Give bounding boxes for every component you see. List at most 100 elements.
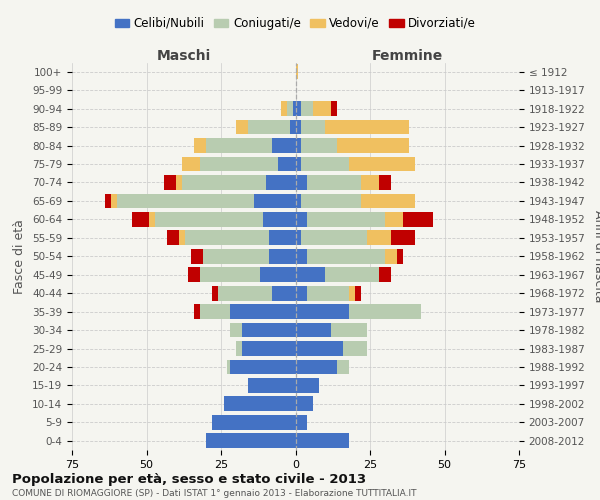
Bar bbox=[200, 156, 278, 172]
Bar bbox=[307, 212, 385, 226]
Bar bbox=[325, 120, 409, 134]
Bar bbox=[296, 175, 307, 190]
Bar bbox=[313, 101, 331, 116]
Bar bbox=[116, 194, 254, 208]
Bar bbox=[194, 138, 206, 153]
Bar bbox=[131, 212, 149, 226]
Bar bbox=[301, 120, 325, 134]
Bar bbox=[248, 120, 290, 134]
Bar bbox=[301, 138, 337, 153]
Bar bbox=[269, 249, 296, 264]
Bar bbox=[391, 230, 415, 245]
Bar bbox=[296, 156, 301, 172]
Bar bbox=[296, 212, 307, 226]
Bar bbox=[301, 194, 361, 208]
Bar bbox=[230, 360, 296, 374]
Bar bbox=[293, 101, 296, 116]
Bar bbox=[331, 101, 337, 116]
Bar bbox=[191, 249, 203, 264]
Bar bbox=[272, 138, 296, 153]
Bar bbox=[301, 156, 349, 172]
Bar bbox=[236, 120, 248, 134]
Bar bbox=[230, 304, 296, 319]
Bar bbox=[260, 268, 296, 282]
Bar bbox=[331, 322, 367, 338]
Bar bbox=[266, 175, 296, 190]
Bar bbox=[212, 415, 296, 430]
Bar bbox=[337, 360, 349, 374]
Bar bbox=[269, 230, 296, 245]
Y-axis label: Anni di nascita: Anni di nascita bbox=[592, 210, 600, 302]
Bar bbox=[349, 286, 355, 300]
Bar bbox=[278, 156, 296, 172]
Bar bbox=[182, 156, 200, 172]
Bar bbox=[281, 101, 287, 116]
Bar bbox=[296, 194, 301, 208]
Bar bbox=[296, 286, 307, 300]
Bar bbox=[105, 194, 111, 208]
Bar bbox=[155, 212, 263, 226]
Bar bbox=[296, 415, 307, 430]
Bar bbox=[200, 304, 230, 319]
Bar bbox=[296, 304, 349, 319]
Bar bbox=[307, 175, 361, 190]
Bar bbox=[290, 120, 296, 134]
Bar bbox=[349, 304, 421, 319]
Bar bbox=[379, 175, 391, 190]
Bar bbox=[361, 175, 379, 190]
Legend: Celibi/Nubili, Coniugati/e, Vedovi/e, Divorziati/e: Celibi/Nubili, Coniugati/e, Vedovi/e, Di… bbox=[110, 12, 481, 34]
Bar bbox=[296, 268, 325, 282]
Bar bbox=[361, 194, 415, 208]
Bar bbox=[164, 175, 176, 190]
Bar bbox=[296, 360, 337, 374]
Bar bbox=[296, 120, 301, 134]
Bar bbox=[301, 230, 367, 245]
Bar bbox=[188, 268, 200, 282]
Bar bbox=[227, 360, 230, 374]
Bar bbox=[194, 304, 200, 319]
Bar bbox=[218, 286, 272, 300]
Bar bbox=[203, 249, 269, 264]
Text: Femmine: Femmine bbox=[371, 48, 443, 62]
Bar bbox=[355, 286, 361, 300]
Y-axis label: Fasce di età: Fasce di età bbox=[13, 219, 26, 294]
Bar bbox=[242, 322, 296, 338]
Bar bbox=[230, 322, 242, 338]
Bar bbox=[307, 249, 385, 264]
Bar bbox=[296, 230, 301, 245]
Bar bbox=[287, 101, 293, 116]
Bar bbox=[296, 341, 343, 356]
Bar bbox=[296, 138, 301, 153]
Bar bbox=[296, 64, 298, 79]
Bar bbox=[296, 378, 319, 393]
Bar bbox=[200, 268, 260, 282]
Bar bbox=[296, 101, 301, 116]
Bar bbox=[325, 268, 379, 282]
Bar bbox=[206, 138, 272, 153]
Bar bbox=[248, 378, 296, 393]
Bar bbox=[397, 249, 403, 264]
Text: COMUNE DI RIOMAGGIORE (SP) - Dati ISTAT 1° gennaio 2013 - Elaborazione TUTTITALI: COMUNE DI RIOMAGGIORE (SP) - Dati ISTAT … bbox=[12, 489, 416, 498]
Bar bbox=[367, 230, 391, 245]
Bar bbox=[403, 212, 433, 226]
Bar bbox=[185, 230, 269, 245]
Bar bbox=[385, 212, 403, 226]
Bar bbox=[385, 249, 397, 264]
Bar bbox=[224, 396, 296, 411]
Bar bbox=[301, 101, 313, 116]
Bar bbox=[307, 286, 349, 300]
Bar bbox=[167, 230, 179, 245]
Bar bbox=[111, 194, 116, 208]
Bar bbox=[296, 322, 331, 338]
Bar bbox=[272, 286, 296, 300]
Bar bbox=[296, 396, 313, 411]
Bar bbox=[182, 175, 266, 190]
Bar bbox=[212, 286, 218, 300]
Bar bbox=[349, 156, 415, 172]
Bar bbox=[254, 194, 296, 208]
Bar bbox=[176, 175, 182, 190]
Bar bbox=[236, 341, 242, 356]
Text: Maschi: Maschi bbox=[157, 48, 211, 62]
Text: Popolazione per età, sesso e stato civile - 2013: Popolazione per età, sesso e stato civil… bbox=[12, 472, 366, 486]
Bar bbox=[179, 230, 185, 245]
